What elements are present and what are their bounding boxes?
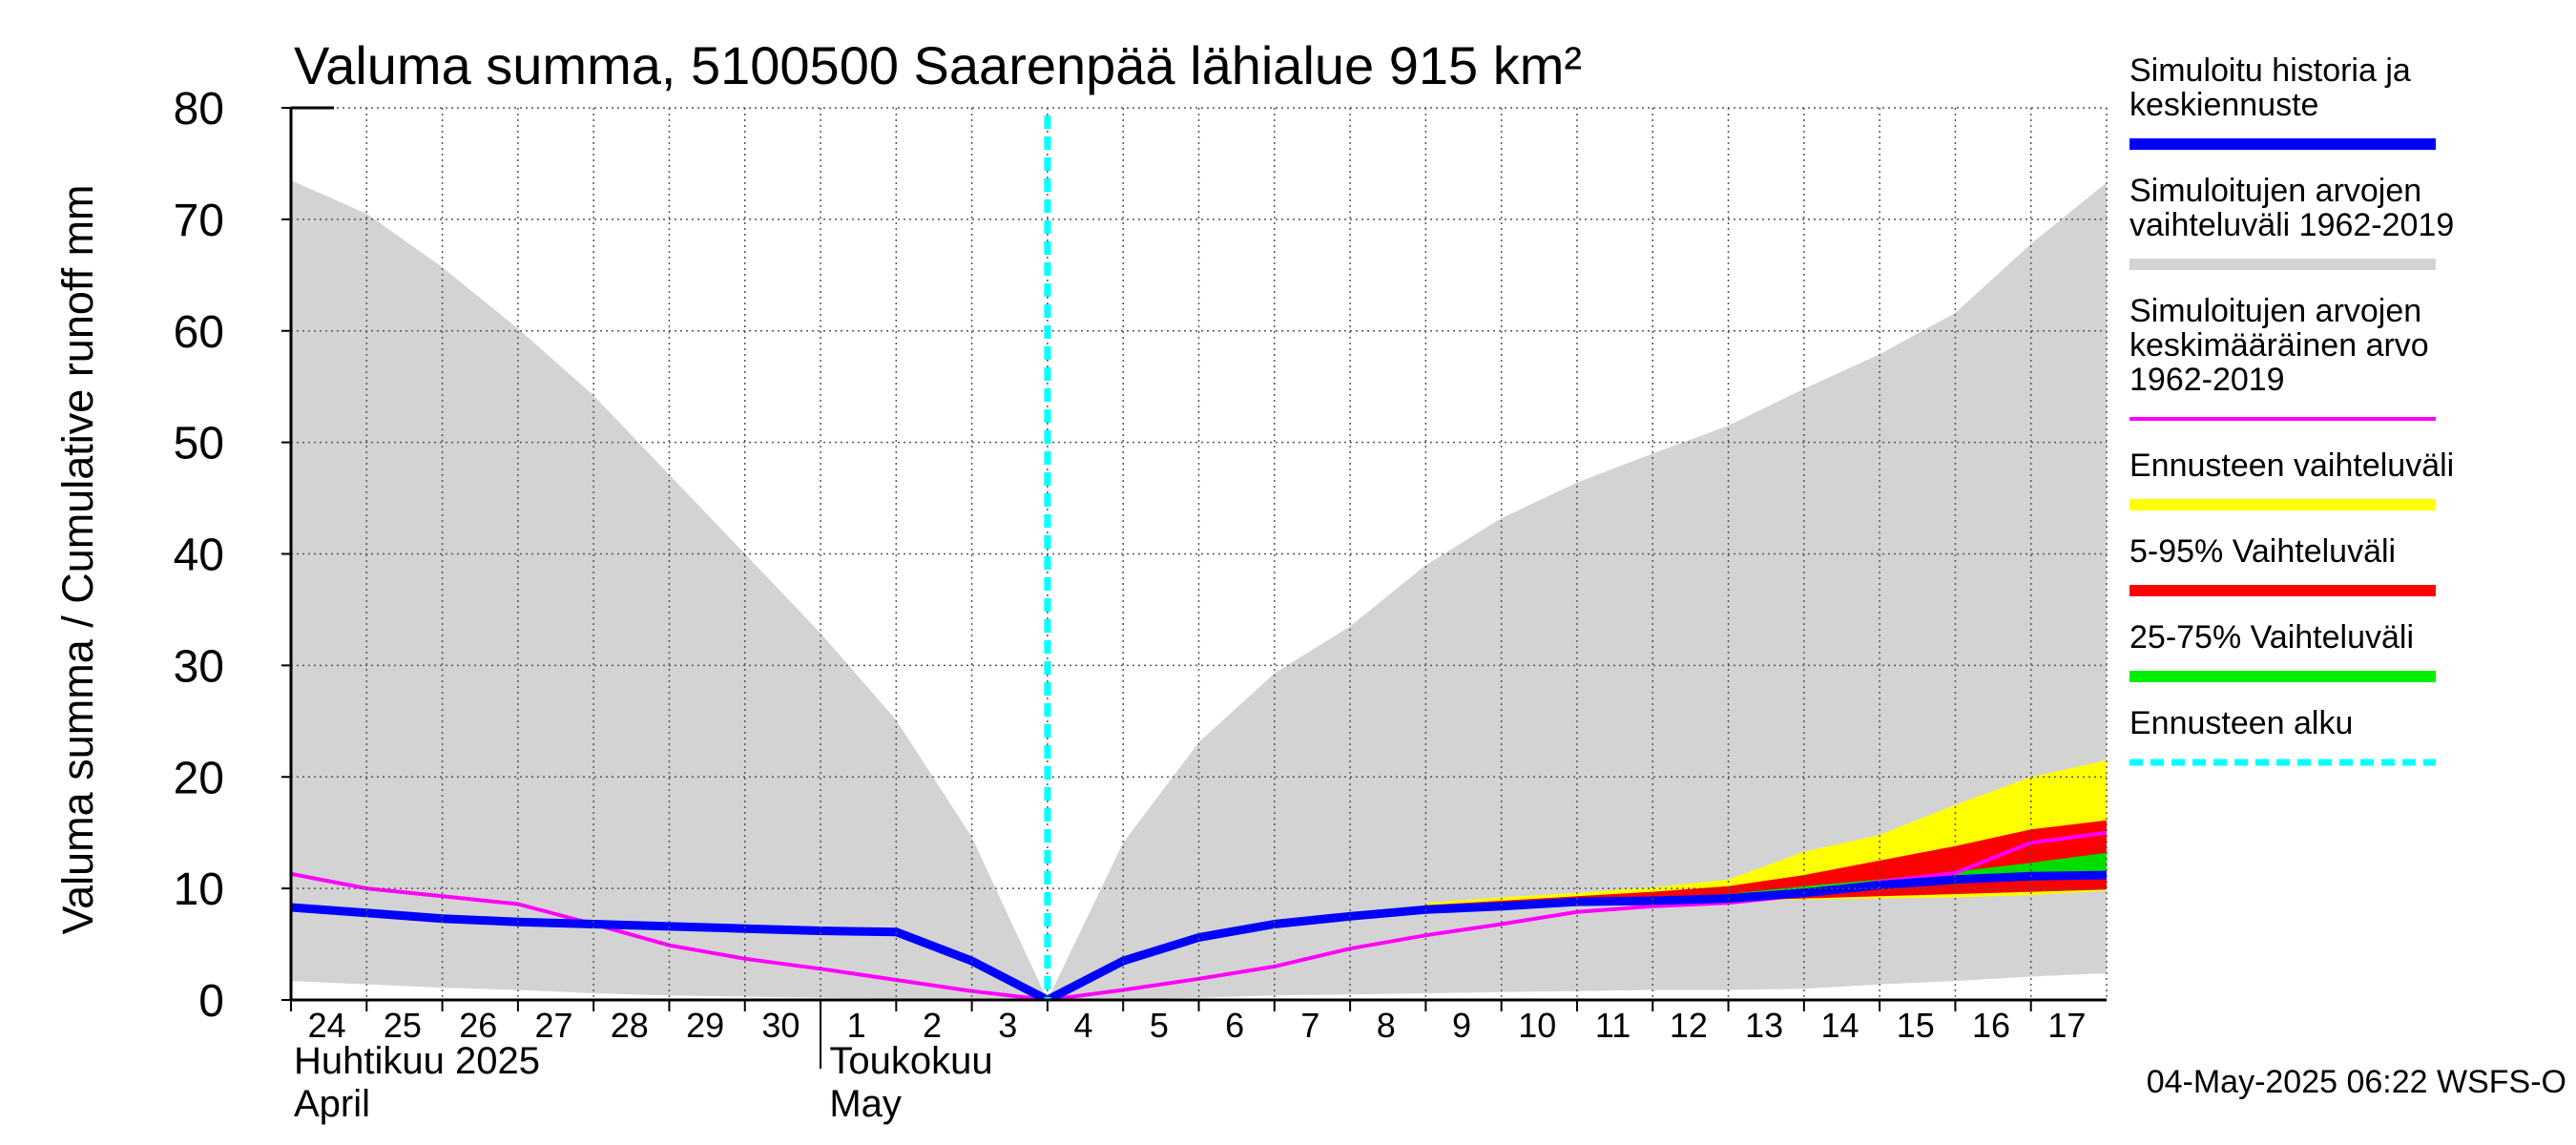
legend-item-fc_start: Ennusteen alku xyxy=(2129,705,2436,766)
x-tick-label: 26 xyxy=(459,1006,497,1045)
legend-label: 5-95% Vaihteluväli xyxy=(2129,533,2396,570)
data-point xyxy=(442,895,444,897)
x-tick-label: 8 xyxy=(1377,1006,1396,1045)
y-tick-label: 70 xyxy=(174,196,224,246)
data-point xyxy=(1500,905,1503,907)
legend-label: keskimääräinen arvo xyxy=(2129,327,2429,364)
x-tick-label: 7 xyxy=(1300,1006,1319,1045)
month-label-fi: Huhtikuu 2025 xyxy=(294,1040,540,1082)
month-label-en: May xyxy=(829,1083,902,1125)
x-tick-label: 10 xyxy=(1518,1006,1556,1045)
legend-label: Simuloitu historia ja xyxy=(2129,52,2411,89)
x-tick-label: 4 xyxy=(1074,1006,1093,1045)
x-tick-label: 11 xyxy=(1595,1006,1631,1045)
data-point xyxy=(441,917,444,920)
legend-label: Ennusteen vaihteluväli xyxy=(2129,448,2454,484)
data-point xyxy=(1879,884,1881,886)
timestamp: 04-May-2025 06:22 WSFS-O xyxy=(2147,1064,2566,1100)
legend-label: keskiennuste xyxy=(2129,87,2318,123)
y-tick-label: 80 xyxy=(174,84,224,135)
y-axis-title: Valuma summa / Cumulative runoff mm xyxy=(53,184,102,934)
y-tick-label: 40 xyxy=(174,531,224,581)
x-tick-label: 6 xyxy=(1225,1006,1244,1045)
data-point xyxy=(1501,924,1503,926)
data-point xyxy=(1652,899,1654,902)
x-tick-label: 25 xyxy=(384,1006,422,1045)
data-point xyxy=(1424,934,1426,936)
x-tick-label: 14 xyxy=(1820,1006,1859,1045)
data-point xyxy=(592,923,595,926)
x-tick-label: 13 xyxy=(1745,1006,1783,1045)
y-tick-label: 0 xyxy=(198,976,224,1027)
legend-label: Simuloitujen arvojen xyxy=(2129,293,2421,329)
data-point xyxy=(1954,872,1956,874)
band-5-95-vaihteluv-li xyxy=(1425,820,2107,910)
data-point xyxy=(1349,947,1351,949)
x-tick-label: 3 xyxy=(998,1006,1017,1045)
legend-label: Ennusteen alku xyxy=(2129,705,2353,741)
legend: Simuloitu historia jakeskiennusteSimuloi… xyxy=(2129,52,2454,766)
legend-item-p5_95: 5-95% Vaihteluväli xyxy=(2129,533,2436,596)
x-tick-label: 28 xyxy=(611,1006,649,1045)
x-tick-label: 30 xyxy=(761,1006,800,1045)
x-tick-label: 12 xyxy=(1670,1006,1708,1045)
x-tick-label: 27 xyxy=(534,1006,572,1045)
x-tick-label: 17 xyxy=(2047,1006,2086,1045)
x-tick-label: 16 xyxy=(1972,1006,2010,1045)
x-tick-label: 1 xyxy=(847,1006,866,1045)
y-tick-label: 60 xyxy=(174,307,224,358)
x-tick-label: 5 xyxy=(1150,1006,1169,1045)
data-point xyxy=(2106,832,2107,834)
data-point xyxy=(744,958,746,960)
data-point xyxy=(820,929,822,932)
legend-label: Simuloitujen arvojen xyxy=(2129,173,2421,209)
legend-label: vaihteluväli 1962-2019 xyxy=(2129,207,2454,243)
data-point xyxy=(1575,901,1578,904)
chart-title: Valuma summa, 5100500 Saarenpää lähialue… xyxy=(294,35,1582,95)
y-tick-label: 10 xyxy=(174,864,224,915)
legend-label: 1962-2019 xyxy=(2129,362,2285,398)
x-tick-label: 24 xyxy=(308,1006,346,1045)
y-tick-label: 50 xyxy=(174,419,224,469)
data-point xyxy=(1954,878,1957,881)
month-label-fi: Toukokuu xyxy=(829,1040,992,1082)
axes: 0 10 20 30 40 50 60 70 80 Valuma summa / Cumulati… xyxy=(53,35,2107,1125)
data-point xyxy=(1273,923,1276,926)
x-tick-label: 29 xyxy=(686,1006,724,1045)
legend-item-p25_75: 25-75% Vaihteluväli xyxy=(2129,619,2436,682)
month-label-en: April xyxy=(294,1083,370,1125)
x-tick-label: 2 xyxy=(923,1006,942,1045)
x-tick-label: 9 xyxy=(1452,1006,1471,1045)
legend-label: 25-75% Vaihteluväli xyxy=(2129,619,2414,656)
y-tick-label: 20 xyxy=(174,753,224,803)
data-point xyxy=(365,911,368,914)
data-point xyxy=(1576,911,1578,913)
x-tick-label: 15 xyxy=(1897,1006,1935,1045)
legend-item-fc_range: Ennusteen vaihteluväli xyxy=(2129,448,2454,510)
plot-area xyxy=(290,107,2108,1001)
y-tick-label: 30 xyxy=(174,641,224,692)
